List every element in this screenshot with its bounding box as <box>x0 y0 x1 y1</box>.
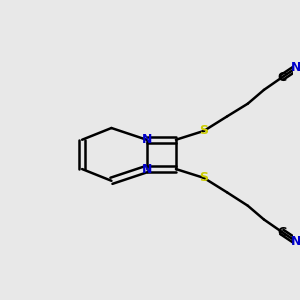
Text: N: N <box>141 163 152 176</box>
Text: C: C <box>278 226 287 238</box>
Text: N: N <box>291 235 300 248</box>
Text: C: C <box>278 71 287 84</box>
Text: S: S <box>199 171 208 184</box>
Text: N: N <box>141 133 152 146</box>
Text: N: N <box>291 61 300 74</box>
Text: S: S <box>199 124 208 137</box>
